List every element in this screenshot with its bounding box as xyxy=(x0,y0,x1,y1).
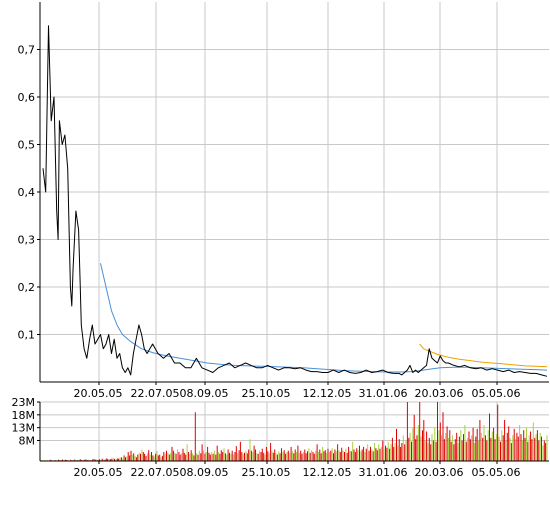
volume-x-tick-label: 22.07.05 xyxy=(131,466,180,479)
volume-x-tick-label: 20.03.06 xyxy=(415,466,464,479)
volume-x-tick-label: 25.10.05 xyxy=(242,466,291,479)
volume-y-tick-label: 13M xyxy=(12,422,36,435)
price-x-tick-label: 31.01.06 xyxy=(359,387,408,400)
price-y-tick-label: 0,7 xyxy=(18,44,36,57)
price-x-tick-label: 20.03.06 xyxy=(415,387,464,400)
price-x-tick-label: 20.05.05 xyxy=(74,387,123,400)
volume-y-tick-label: 8M xyxy=(19,434,36,447)
price-x-tick-label: 12.12.05 xyxy=(303,387,352,400)
volume-y-tick-label: 23M xyxy=(12,396,36,409)
moving-average-short-line xyxy=(419,343,548,368)
price-panel: 0,1 0,2 0,3 0,4 0,5 0,6 0,7 20.05.05 22.07.05 08… xyxy=(18,2,549,400)
price-x-ticks: 20.05.05 22.07.05 08.09.05 25.10.05 12.12.05… xyxy=(74,382,521,400)
price-y-tick-label: 0,3 xyxy=(18,234,36,247)
price-y-tick-label: 0,5 xyxy=(18,139,36,152)
volume-x-tick-label: 20.05.05 xyxy=(74,466,123,479)
price-x-tick-label: 05.05.06 xyxy=(472,387,521,400)
price-y-tick-label: 0,1 xyxy=(18,329,36,342)
price-y-tick-label: 0,6 xyxy=(18,91,36,104)
price-y-ticks: 0,1 0,2 0,3 0,4 0,5 0,6 0,7 xyxy=(18,44,40,342)
volume-bars xyxy=(41,402,548,461)
volume-y-tick-label: 18M xyxy=(12,409,36,422)
price-y-tick-label: 0,4 xyxy=(18,186,36,199)
price-y-tick-label: 0,2 xyxy=(18,281,36,294)
price-grid xyxy=(40,2,549,382)
volume-x-tick-label: 08.09.05 xyxy=(180,466,229,479)
volume-x-tick-label: 05.05.06 xyxy=(472,466,521,479)
volume-grid xyxy=(40,401,549,461)
price-x-tick-label: 25.10.05 xyxy=(242,387,291,400)
moving-average-long-line xyxy=(100,263,548,373)
price-line xyxy=(42,25,548,377)
moving-average-short-series xyxy=(419,343,548,368)
price-x-tick-label: 22.07.05 xyxy=(131,387,180,400)
price-x-tick-label: 08.09.05 xyxy=(180,387,229,400)
moving-average-long-series xyxy=(100,263,548,373)
price-series xyxy=(42,25,548,377)
volume-x-tick-label: 12.12.05 xyxy=(303,466,352,479)
volume-plot-area xyxy=(40,402,549,461)
volume-x-tick-label: 31.01.06 xyxy=(359,466,408,479)
volume-x-ticks: 20.05.05 22.07.05 08.09.05 25.10.05 12.12.05… xyxy=(74,461,521,479)
